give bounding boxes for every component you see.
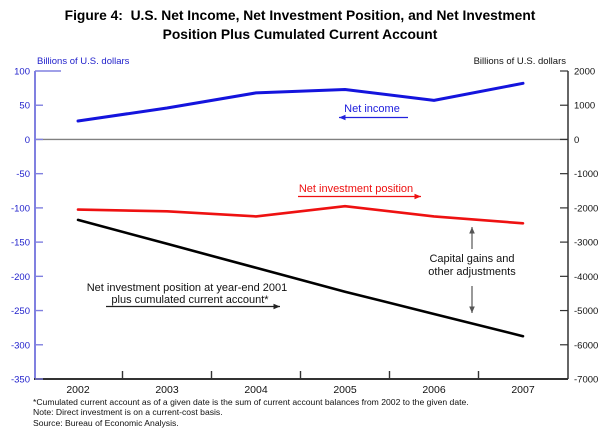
right-tick-label: -1000: [574, 169, 598, 180]
right-tick-label: -2000: [574, 203, 598, 214]
net-income-label: Net income: [344, 103, 400, 115]
series-layer: [76, 81, 525, 338]
left-tick-label: 50: [19, 101, 30, 112]
figure-title-line1: Figure 4: U.S. Net Income, Net Investmen…: [64, 8, 536, 23]
left-tick-label: 0: [25, 135, 30, 146]
left-axis-unit-label: Billions of U.S. dollars: [37, 56, 130, 67]
left-tick-label: -300: [11, 340, 30, 351]
right-tick-label: 1000: [574, 101, 595, 112]
year-label: 2003: [155, 384, 179, 396]
net-income-arrow-left-icon-head-icon: [339, 114, 346, 121]
footnotes: *Cumulated current account as of a given…: [33, 397, 469, 428]
axes-layer: 100 50 0 -50 -100 -150 -200 -250 -300 -350 2000 100…: [11, 67, 598, 397]
left-tick-label: -100: [11, 203, 30, 214]
year-label: 2005: [333, 384, 357, 396]
right-axis-unit-label: Billions of U.S. dollars: [473, 56, 566, 67]
left-tick-label: -200: [11, 272, 30, 283]
niip-plus-cca-label-line1: Net investment position at year-end 2001: [87, 282, 288, 294]
right-tick-label: 0: [574, 135, 579, 146]
left-tick-label: 100: [14, 67, 30, 78]
right-tick-label: -5000: [574, 306, 598, 317]
left-tick-label: -350: [11, 375, 30, 386]
left-tick-label: -50: [16, 169, 30, 180]
footnote-direct-investment: Note: Direct investment is on a current-…: [33, 407, 223, 418]
capital-gains-arrow-up-icon-head-icon: [469, 227, 475, 234]
net-investment-position-label: Net investment position: [299, 183, 413, 195]
year-label: 2006: [422, 384, 446, 396]
right-tick-label: -6000: [574, 340, 598, 351]
net-investment-position-line: [76, 204, 525, 225]
niip-plus-cumulated-ca-line: [76, 218, 525, 338]
right-tick-label: -4000: [574, 272, 598, 283]
capital-gains-arrow-down-icon-head-icon: [469, 306, 475, 313]
net-investment-position-arrow-right-icon-head-icon: [414, 193, 421, 200]
niip-plus-cca-label-line2: plus cumulated current account*: [111, 294, 269, 306]
right-tick-label: -7000: [574, 375, 598, 386]
year-label: 2004: [244, 384, 268, 396]
capital-gains-label-line2: other adjustments: [428, 266, 516, 278]
footnote-source: Source: Bureau of Economic Analysis.: [33, 417, 179, 428]
figure-title: Figure 4: U.S. Net Income, Net Investmen…: [0, 6, 600, 44]
left-tick-label: -150: [11, 238, 30, 249]
left-tick-label: -250: [11, 306, 30, 317]
right-tick-label: -3000: [574, 238, 598, 249]
year-label: 2007: [511, 384, 535, 396]
right-tick-label: 2000: [574, 67, 595, 78]
annotation-arrows-layer: [106, 114, 475, 313]
footnote-cumulated-ca: *Cumulated current account as of a given…: [33, 397, 469, 407]
net-income-line: [76, 81, 525, 123]
capital-gains-label-line1: Capital gains and: [429, 253, 514, 265]
niip-plus-cca-arrow-right-icon-head-icon: [273, 303, 280, 310]
figure-title-line2: Position Plus Cumulated Current Account: [162, 27, 438, 42]
year-label: 2002: [66, 384, 90, 396]
